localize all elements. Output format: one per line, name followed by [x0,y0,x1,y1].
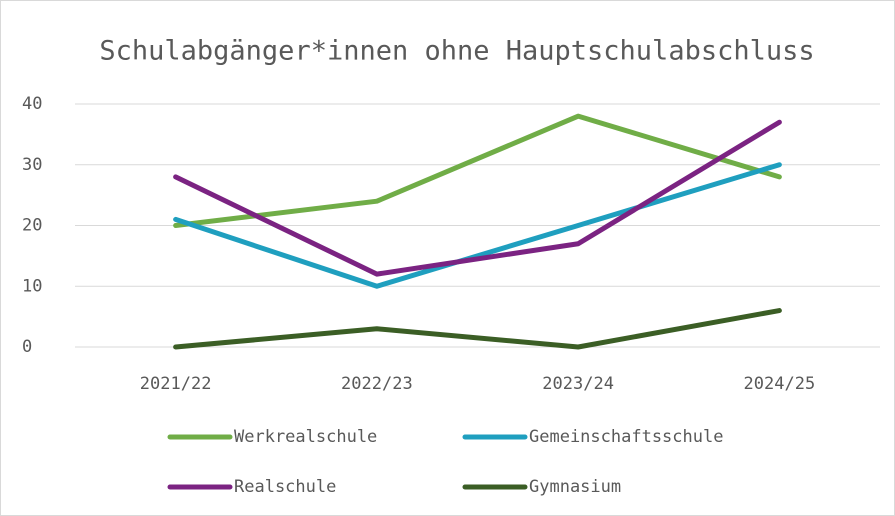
y-tick-label: 20 [22,216,42,236]
legend-label: Realschule [234,477,336,497]
series-line [173,162,782,289]
y-tick-label: 30 [22,155,42,175]
chart-title: Schulabgänger*innen ohne Hauptschulabsch… [99,36,814,67]
y-tick-label: 0 [22,337,32,357]
series-line [173,119,782,277]
x-tick-label: 2022/23 [341,374,413,394]
x-tick-label: 2023/24 [542,374,614,394]
x-tick-label: 2021/22 [140,374,212,394]
series-line [173,308,782,350]
x-tick-label: 2024/25 [744,374,816,394]
legend-label: Gymnasium [529,477,621,497]
y-tick-label: 10 [22,276,42,296]
legend-label: Werkrealschule [234,427,377,447]
legend-label: Gemeinschaftsschule [529,427,723,447]
y-tick-label: 40 [22,94,42,114]
series-line [173,113,782,228]
